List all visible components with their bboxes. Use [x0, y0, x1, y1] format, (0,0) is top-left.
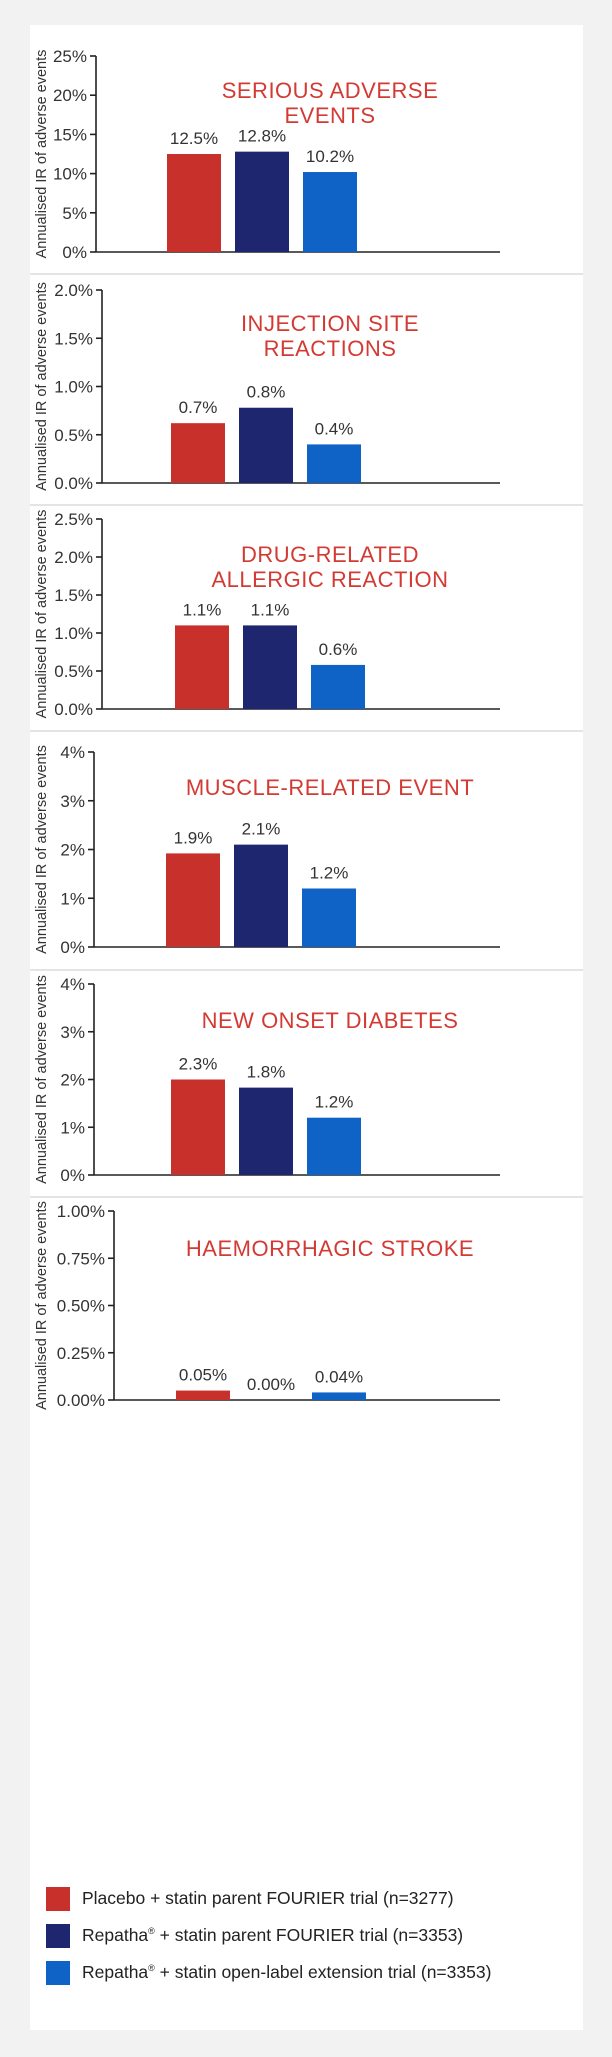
- legend-label-repatha-ole: Repatha® + statin open-label extension t…: [82, 1962, 492, 1982]
- bar-placebo: [171, 1079, 225, 1175]
- data-label: 1.2%: [315, 1093, 354, 1112]
- bar-placebo: [171, 423, 225, 483]
- bar-repatha-ole: [307, 1117, 361, 1175]
- y-axis-label: Annualised IR of adverse events: [34, 975, 50, 1184]
- y-tick-label: 0.00%: [57, 1391, 105, 1410]
- y-tick-label: 1.5%: [54, 329, 93, 348]
- legend-label-placebo: Placebo + statin parent FOURIER trial (n…: [82, 1888, 454, 1908]
- y-tick-label: 2.0%: [54, 548, 93, 567]
- y-tick-label: 2%: [60, 841, 85, 860]
- data-label: 0.7%: [179, 398, 218, 417]
- chart-title: EVENTS: [284, 103, 375, 128]
- y-tick-label: 10%: [53, 165, 87, 184]
- chart-title: SERIOUS ADVERSE: [222, 78, 439, 103]
- y-tick-label: 2%: [60, 1071, 85, 1090]
- data-label: 12.5%: [170, 129, 218, 148]
- bar-repatha-parent: [234, 844, 288, 947]
- y-tick-label: 3%: [60, 792, 85, 811]
- bar-repatha-parent: [243, 625, 297, 709]
- legend-label-repatha-parent: Repatha® + statin parent FOURIER trial (…: [82, 1925, 464, 1945]
- bar-repatha-ole: [312, 1392, 366, 1400]
- bar-repatha-ole: [302, 888, 356, 947]
- y-axis-label: Annualised IR of adverse events: [34, 50, 50, 259]
- chart-title: DRUG-RELATED: [241, 542, 419, 567]
- chart-title: ALLERGIC REACTION: [211, 567, 448, 592]
- legend-item-placebo: Placebo + statin parent FOURIER trial (n…: [46, 1880, 576, 1917]
- bar-repatha-parent: [239, 407, 293, 483]
- y-tick-label: 0.75%: [57, 1249, 105, 1268]
- data-label: 2.3%: [179, 1055, 218, 1074]
- bar-placebo: [167, 154, 221, 252]
- y-axis-label: Annualised IR of adverse events: [34, 1201, 50, 1410]
- data-label: 2.1%: [242, 820, 281, 839]
- y-tick-label: 0%: [60, 1166, 85, 1185]
- bar-placebo: [176, 1390, 230, 1400]
- y-tick-label: 2.0%: [54, 281, 93, 300]
- y-tick-label: 1%: [60, 889, 85, 908]
- y-tick-label: 1.5%: [54, 586, 93, 605]
- data-label: 0.8%: [247, 383, 286, 402]
- y-tick-label: 15%: [53, 125, 87, 144]
- y-tick-label: 0.0%: [54, 474, 93, 493]
- legend-swatch-repatha-parent: [46, 1923, 70, 1948]
- y-axis-label: Annualised IR of adverse events: [34, 745, 50, 954]
- legend: Placebo + statin parent FOURIER trial (n…: [46, 1880, 576, 1991]
- y-tick-label: 1.0%: [54, 378, 93, 397]
- y-tick-label: 1.00%: [57, 1202, 105, 1221]
- bar-placebo: [175, 625, 229, 709]
- y-tick-label: 2.5%: [54, 510, 93, 529]
- data-label: 1.1%: [251, 600, 290, 619]
- y-tick-label: 0.50%: [57, 1297, 105, 1316]
- chart-card: SERIOUS ADVERSE EVENTS Annualised IR of ad…: [30, 25, 583, 2030]
- y-tick-label: 3%: [60, 1023, 85, 1042]
- y-tick-label: 0%: [62, 243, 87, 262]
- chart-title: REACTIONS: [264, 336, 397, 361]
- y-tick-label: 4%: [60, 975, 85, 994]
- y-tick-label: 1%: [60, 1118, 85, 1137]
- chart-title: INJECTION SITE: [241, 311, 419, 336]
- legend-swatch-placebo: [46, 1886, 70, 1911]
- legend-item-repatha-parent: Repatha® + statin parent FOURIER trial (…: [46, 1917, 576, 1954]
- data-label: 12.8%: [238, 127, 286, 146]
- y-tick-label: 20%: [53, 86, 87, 105]
- data-label: 0.04%: [315, 1367, 363, 1386]
- bar-repatha-ole: [303, 172, 357, 252]
- chart-title: HAEMORRHAGIC STROKE: [186, 1236, 474, 1261]
- y-tick-label: 0.0%: [54, 700, 93, 719]
- y-tick-label: 25%: [53, 47, 87, 66]
- data-label: 1.9%: [174, 828, 213, 847]
- data-label: 1.2%: [310, 864, 349, 883]
- y-tick-label: 0.5%: [54, 426, 93, 445]
- data-label: 0.6%: [319, 640, 358, 659]
- data-label: 0.05%: [179, 1366, 227, 1385]
- y-tick-label: 4%: [60, 743, 85, 762]
- data-label: 1.8%: [247, 1063, 286, 1082]
- y-axis-label: Annualised IR of adverse events: [34, 510, 50, 719]
- bar-repatha-parent: [239, 1087, 293, 1175]
- y-axis-label: Annualised IR of adverse events: [34, 282, 50, 491]
- legend-swatch-repatha-ole: [46, 1960, 70, 1985]
- chart-title: NEW ONSET DIABETES: [202, 1008, 459, 1033]
- y-tick-label: 0%: [60, 938, 85, 957]
- data-label: 0.00%: [247, 1375, 295, 1394]
- data-label: 1.1%: [183, 600, 222, 619]
- y-tick-label: 0.5%: [54, 662, 93, 681]
- bar-repatha-parent: [235, 151, 289, 252]
- bar-repatha-ole: [311, 664, 365, 709]
- legend-item-repatha-ole: Repatha® + statin open-label extension t…: [46, 1954, 576, 1991]
- y-tick-label: 0.25%: [57, 1344, 105, 1363]
- data-label: 10.2%: [306, 147, 354, 166]
- y-tick-label: 5%: [62, 204, 87, 223]
- chart-title: MUSCLE-RELATED EVENT: [186, 775, 474, 800]
- bar-repatha-ole: [307, 444, 361, 483]
- data-label: 0.4%: [315, 419, 354, 438]
- y-tick-label: 1.0%: [54, 624, 93, 643]
- bar-placebo: [166, 853, 220, 947]
